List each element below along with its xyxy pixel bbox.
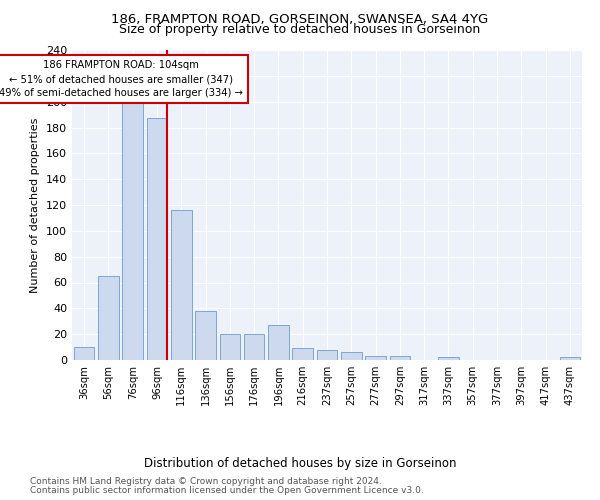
Text: 186 FRAMPTON ROAD: 104sqm
← 51% of detached houses are smaller (347)
49% of semi: 186 FRAMPTON ROAD: 104sqm ← 51% of detac…	[0, 60, 242, 98]
Bar	[268, 325, 289, 360]
Bar	[317, 350, 337, 360]
Bar	[220, 334, 240, 360]
Bar	[74, 347, 94, 360]
Bar	[146, 118, 167, 360]
Text: Contains public sector information licensed under the Open Government Licence v3: Contains public sector information licen…	[30, 486, 424, 495]
Bar	[195, 311, 216, 360]
Bar	[341, 352, 362, 360]
Bar	[171, 210, 191, 360]
Text: Size of property relative to detached houses in Gorseinon: Size of property relative to detached ho…	[119, 22, 481, 36]
Bar	[560, 358, 580, 360]
Bar	[365, 356, 386, 360]
Y-axis label: Number of detached properties: Number of detached properties	[31, 118, 40, 292]
Text: Distribution of detached houses by size in Gorseinon: Distribution of detached houses by size …	[144, 458, 456, 470]
Bar	[122, 102, 143, 360]
Bar	[98, 276, 119, 360]
Bar	[438, 358, 459, 360]
Text: 186, FRAMPTON ROAD, GORSEINON, SWANSEA, SA4 4YG: 186, FRAMPTON ROAD, GORSEINON, SWANSEA, …	[112, 12, 488, 26]
Bar	[389, 356, 410, 360]
Text: Contains HM Land Registry data © Crown copyright and database right 2024.: Contains HM Land Registry data © Crown c…	[30, 478, 382, 486]
Bar	[244, 334, 265, 360]
Bar	[292, 348, 313, 360]
